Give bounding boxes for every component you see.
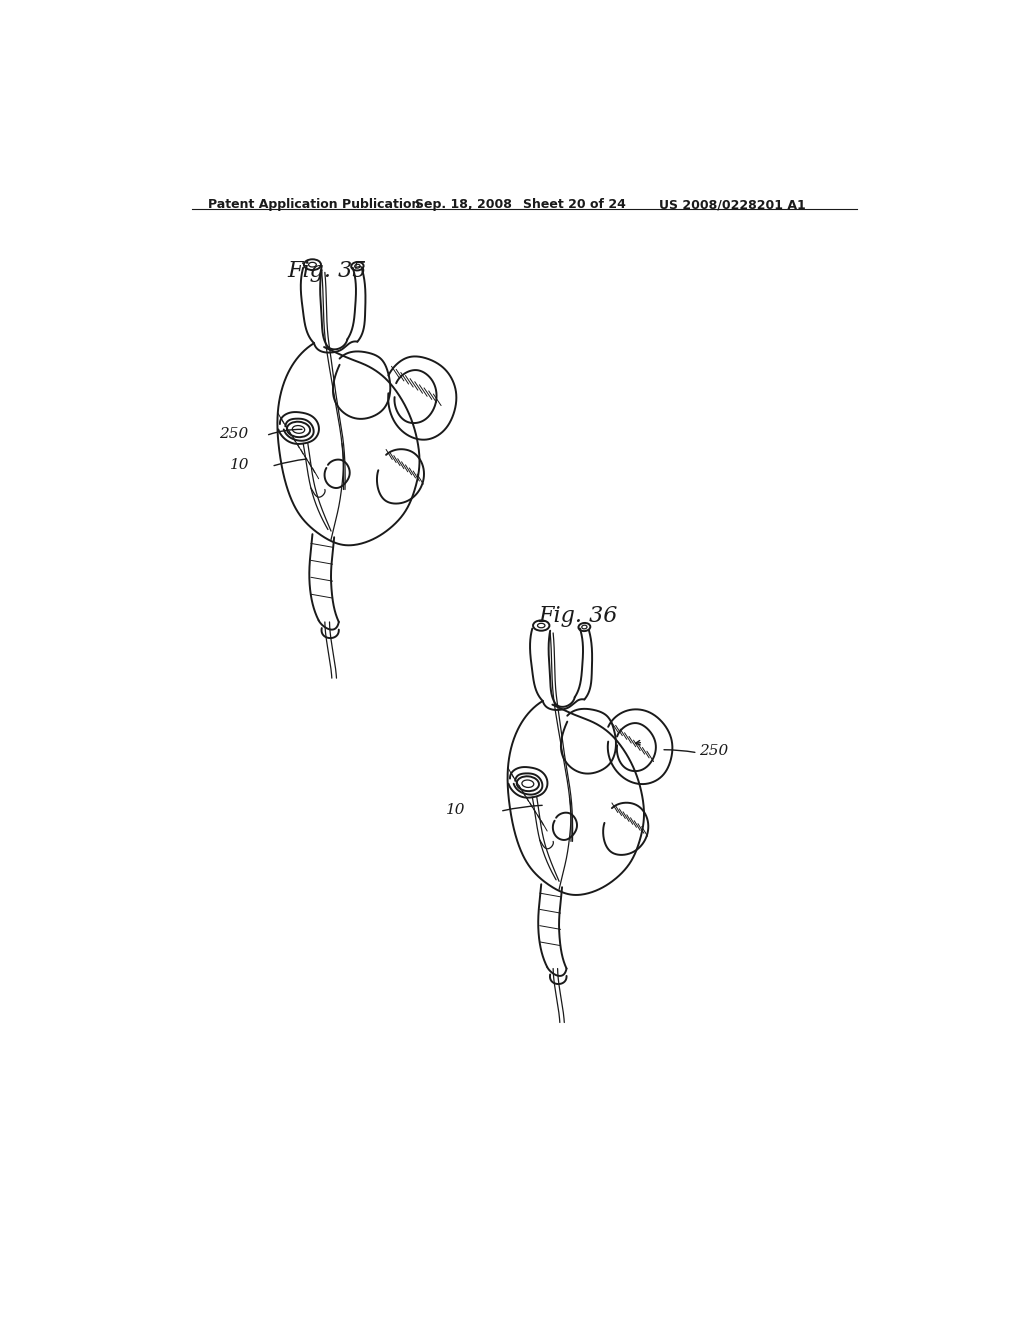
Text: US 2008/0228201 A1: US 2008/0228201 A1 (658, 198, 806, 211)
Text: 250: 250 (219, 428, 249, 441)
Text: Sep. 18, 2008: Sep. 18, 2008 (415, 198, 512, 211)
Text: 250: 250 (699, 744, 728, 758)
Text: Patent Application Publication: Patent Application Publication (208, 198, 420, 211)
Text: 10: 10 (230, 458, 250, 471)
Text: 10: 10 (445, 803, 465, 817)
Text: Sheet 20 of 24: Sheet 20 of 24 (523, 198, 626, 211)
Text: Fig. 35: Fig. 35 (287, 260, 367, 282)
Text: Fig. 36: Fig. 36 (539, 605, 618, 627)
